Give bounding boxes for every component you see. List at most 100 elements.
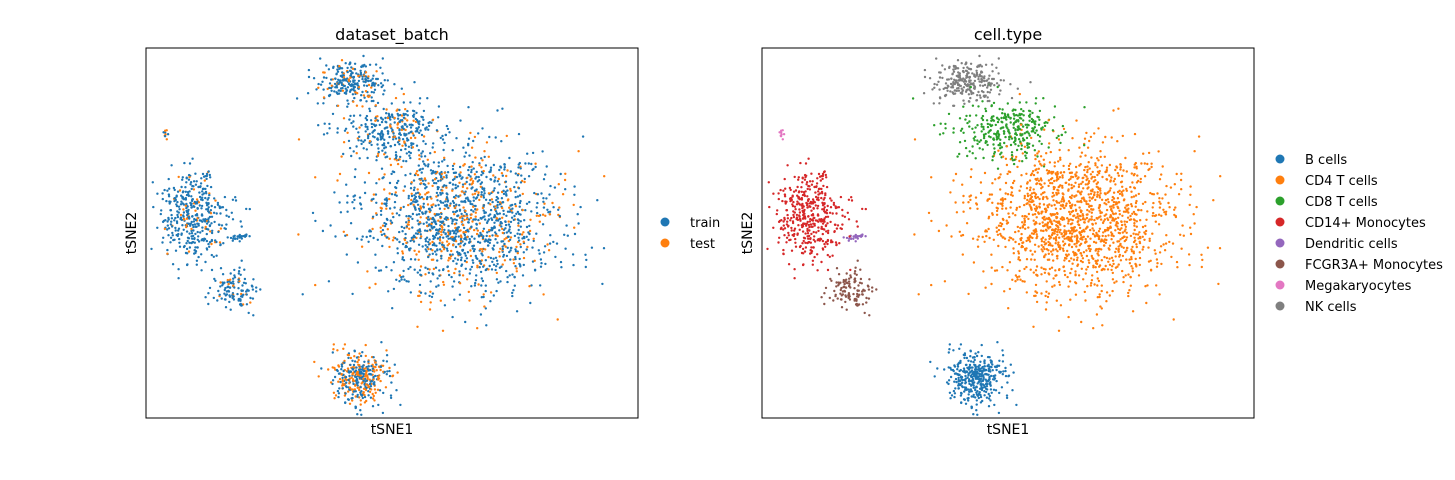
data-point [1115,280,1118,283]
data-point [1035,182,1038,186]
data-point [518,262,521,266]
data-point [1038,118,1041,122]
data-point [1009,200,1013,204]
data-point [797,202,800,205]
data-point [185,181,188,184]
data-point [229,236,233,240]
data-point [385,360,389,363]
data-point [484,289,487,293]
data-point [191,157,194,160]
data-point [1053,105,1057,108]
data-point [406,223,410,226]
data-point [418,269,422,272]
data-point [368,107,371,111]
data-point [444,232,447,235]
data-point [864,235,867,238]
data-point [381,364,385,367]
data-point [383,188,386,191]
data-point [1017,250,1020,253]
data-point [386,370,389,373]
data-point [405,160,408,163]
data-point [978,80,981,83]
data-point [1030,258,1033,261]
data-point [782,133,786,136]
data-point [983,83,987,87]
data-point [192,234,195,238]
data-point [984,390,988,394]
data-point [1112,206,1115,209]
data-point [504,180,508,183]
data-point [178,237,181,241]
data-point [1087,193,1090,196]
data-point [177,268,180,271]
data-point [336,131,339,134]
data-point [572,203,575,207]
data-point [196,217,199,220]
data-point [1031,170,1035,173]
data-point [786,225,790,228]
data-point [1164,193,1167,196]
data-point [808,188,812,191]
data-point [185,247,189,251]
data-point [1028,188,1032,192]
data-point [333,397,336,400]
data-point [393,116,396,120]
data-point [402,92,405,96]
data-point [314,176,317,179]
data-point [455,175,459,179]
data-point [389,145,393,148]
data-point [337,82,340,86]
data-point [297,233,300,236]
data-point [352,75,356,79]
data-point [488,264,491,268]
data-point [451,178,455,182]
data-point [185,225,188,229]
data-point [975,403,978,406]
data-point [352,363,356,367]
data-point [346,210,349,213]
data-point [364,125,367,128]
data-point [382,93,385,96]
data-point [473,248,476,251]
data-point [464,182,467,185]
data-point [1144,200,1147,204]
data-point [401,242,405,246]
data-point [971,145,974,148]
data-point [461,249,464,252]
data-point [490,198,494,201]
data-point [473,135,477,139]
data-point [225,223,228,226]
data-point [1113,177,1117,181]
data-point [509,231,512,234]
data-point [404,144,407,147]
data-point [1008,261,1012,264]
data-point [980,130,983,133]
data-point [985,385,989,388]
data-point [1059,207,1062,211]
data-point [409,136,413,140]
data-point [455,218,458,222]
data-point [1075,171,1078,174]
data-point [563,178,567,182]
data-point [352,378,355,381]
data-point [400,125,403,128]
data-point [195,201,198,204]
data-point [190,195,193,198]
data-point [1040,292,1043,295]
data-point [227,282,230,286]
data-point [150,247,153,251]
data-point [991,369,994,372]
data-point [416,120,420,124]
data-point [1069,298,1072,301]
data-point [210,231,214,235]
data-point [231,280,235,283]
data-point [381,57,384,60]
data-point [527,231,530,234]
data-point [973,131,976,134]
data-point [473,228,476,232]
data-point [801,224,805,228]
data-point [196,206,199,210]
y-axis-label: tSNE2 [124,212,140,255]
data-point [845,236,849,240]
data-point [487,192,491,195]
